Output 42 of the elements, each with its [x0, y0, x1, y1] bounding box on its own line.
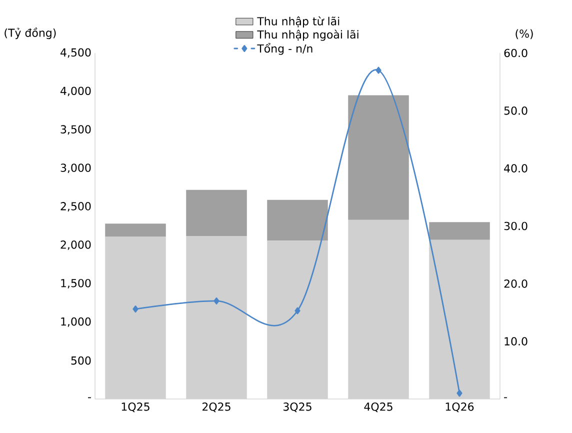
x-tick-label: 1Q26 — [446, 402, 474, 412]
bar — [186, 190, 247, 236]
y-tick-label: 4,000 — [60, 86, 91, 96]
point — [214, 297, 220, 304]
y-tick-label: 3,500 — [60, 125, 91, 135]
y2-axis-title: (%) — [516, 29, 533, 40]
legend-label: Tổng - n/n — [257, 43, 312, 55]
y2-tick-label: 30.0 — [504, 222, 528, 230]
y2-tick-label: 50.0 — [504, 106, 528, 115]
y-tick-label: 4,500 — [60, 48, 91, 58]
y-tick-label: 1,500 — [61, 278, 91, 288]
y2-tick-label: 40.0 — [504, 164, 528, 172]
x-tick-label: 2Q25 — [202, 402, 230, 412]
bar — [267, 200, 328, 241]
bar — [105, 236, 166, 399]
point — [132, 306, 138, 313]
bar — [348, 220, 409, 399]
y-tick-label: 3,000 — [60, 164, 91, 174]
y-tick-label: - — [88, 397, 91, 398]
point — [376, 66, 382, 74]
y2-tick-label: 10.0 — [504, 337, 528, 346]
point — [294, 307, 300, 314]
y-tick-label: 1,000 — [61, 317, 91, 327]
x-tick-label: 4Q25 — [364, 402, 392, 412]
bar — [429, 240, 490, 399]
bar — [105, 224, 166, 237]
legend-label: Thu nhập từ lãi — [257, 16, 340, 28]
y-tick-label: 2,000 — [60, 240, 91, 250]
bar — [429, 222, 490, 240]
bar — [186, 236, 247, 399]
legend-label: Thu nhập ngoài lãi — [257, 30, 358, 41]
y-tick-label: 500 — [71, 356, 91, 365]
x-tick-label: 3Q25 — [284, 402, 312, 412]
y2-tick-label: 60.0 — [504, 48, 528, 58]
bar — [348, 95, 409, 220]
x-tick-label: 1Q25 — [122, 402, 150, 412]
bar — [267, 240, 328, 399]
point — [456, 390, 462, 397]
y-axis-title: (Tỷ đồng) — [4, 27, 56, 40]
y-tick-label: 2,500 — [60, 202, 91, 212]
y2-tick-label: - — [504, 397, 507, 398]
y2-tick-label: 20.0 — [504, 280, 528, 288]
